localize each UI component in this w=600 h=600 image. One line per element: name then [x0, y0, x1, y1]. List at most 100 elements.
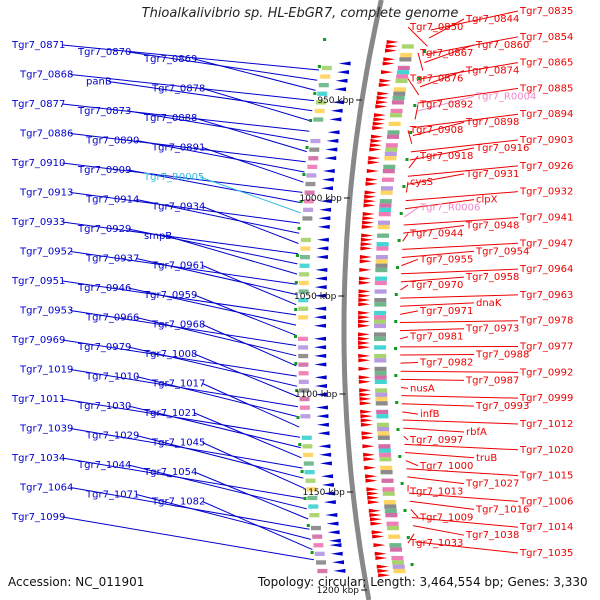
- gc-marker: [396, 428, 400, 431]
- minus-strand-gene: [373, 117, 386, 122]
- gene-label-left: Tgr7_1010: [85, 372, 139, 383]
- leader-line: [402, 233, 409, 242]
- cog-category-block: [377, 427, 390, 432]
- gc-marker: [399, 212, 403, 215]
- leader-line: [62, 44, 320, 71]
- gene-label-right: Tgr7_0854: [519, 32, 573, 43]
- plus-strand-gene: [331, 100, 344, 105]
- cog-category-block: [299, 405, 310, 410]
- leader-line: [407, 173, 465, 185]
- leader-line: [62, 339, 297, 377]
- cog-category-block: [382, 487, 395, 492]
- plus-strand-gene: [326, 521, 339, 526]
- cog-category-block: [316, 560, 326, 565]
- cog-category-block: [376, 422, 389, 427]
- minus-strand-gene: [379, 78, 392, 83]
- cog-category-block: [298, 353, 309, 359]
- leader-line: [401, 250, 475, 258]
- leader-line: [407, 533, 415, 544]
- cog-category-block: [390, 113, 402, 118]
- leader-line: [399, 336, 409, 340]
- minus-strand-gene: [358, 366, 371, 371]
- leader-line: [202, 265, 297, 306]
- minus-strand-gene: [386, 40, 399, 44]
- minus-strand-gene: [367, 500, 380, 505]
- minus-strand-gene: [370, 134, 383, 139]
- leader-line: [405, 452, 475, 459]
- gene-labels: Tgr7_0871 Tgr7_0870 Tgr7_0869 Tgr7_0868 panB…: [11, 6, 573, 559]
- gene-label-right: Tgr7_1027: [465, 479, 519, 490]
- minus-strand-gene: [373, 113, 386, 118]
- plus-strand-gene: [314, 362, 327, 367]
- gene-label-left: Tgr7_1034: [11, 453, 65, 464]
- cog-category-block: [299, 388, 310, 393]
- gene-label-right: Tgr7_1009: [419, 512, 473, 523]
- gc-marker: [396, 266, 399, 269]
- gc-marker: [306, 524, 310, 527]
- leader-line: [400, 276, 465, 283]
- gene-label-right: Tgr7_1020: [519, 445, 573, 456]
- cog-category-block: [303, 199, 314, 204]
- plus-strand-gene: [325, 513, 338, 517]
- leader-line: [62, 103, 310, 132]
- gc-marker: [394, 320, 398, 323]
- cog-category-block: [308, 504, 319, 509]
- cog-category-block: [374, 302, 387, 307]
- gene-label-right: clpX: [476, 195, 498, 206]
- leader-line: [136, 435, 304, 479]
- cog-category-block: [314, 108, 325, 114]
- gene-label-right: Tgr7_1006: [519, 496, 573, 507]
- minus-strand-gene: [358, 379, 371, 384]
- minus-strand-gene: [358, 276, 371, 281]
- minus-strand-gene: [372, 534, 385, 539]
- cog-category-block: [401, 44, 414, 49]
- plus-strand-gene: [327, 530, 340, 535]
- plus-strand-gene: [318, 216, 331, 221]
- cog-category-block: [399, 57, 412, 62]
- plus-strand-gene: [314, 345, 327, 350]
- gene-label-left: Tgr7_1030: [77, 401, 131, 412]
- cog-category-block: [376, 246, 389, 251]
- gc-marker: [403, 509, 407, 512]
- cog-category-block: [383, 500, 396, 505]
- gene-label-right: Tgr7_0844: [465, 14, 519, 25]
- gc-marker: [409, 131, 413, 134]
- cog-category-block: [305, 478, 316, 483]
- gene-label-right: Tgr7_0876: [409, 74, 463, 85]
- leader-line: [194, 353, 298, 397]
- minus-strand-gene: [376, 95, 389, 100]
- leader-line: [136, 140, 305, 173]
- minus-strand-gene: [368, 156, 381, 161]
- cog-category-block: [300, 237, 311, 243]
- leader-line: [202, 324, 297, 367]
- cog-category-block: [379, 207, 392, 212]
- gc-marker: [298, 443, 302, 446]
- leader-line: [62, 221, 299, 255]
- leader-line: [402, 411, 419, 415]
- cog-category-block: [374, 375, 387, 380]
- leader-line: [70, 251, 297, 285]
- gc-marker: [294, 362, 298, 365]
- minus-strand-gene: [372, 126, 385, 130]
- leader-line: [199, 176, 301, 214]
- minus-strand-gene: [374, 551, 387, 556]
- gene-label-right: Tgr7_1016: [475, 504, 529, 515]
- cog-category-block: [309, 147, 320, 152]
- gene-label-right: Tgr7_R0004: [475, 91, 536, 102]
- gene-label-left: Tgr7_1039: [19, 424, 73, 435]
- gene-label-right: Tgr7_1033: [409, 538, 463, 549]
- cog-category-block: [388, 121, 401, 126]
- cog-category-block: [397, 70, 409, 75]
- gene-label-right: Tgr7_1012: [519, 419, 573, 430]
- gc-marker: [413, 104, 417, 107]
- leader-line: [128, 346, 298, 387]
- plus-strand-gene: [314, 276, 327, 281]
- minus-strand-gene: [378, 573, 391, 578]
- cog-category-block: [392, 564, 405, 569]
- plus-strand-gene: [322, 491, 335, 496]
- leader-line: [194, 58, 316, 91]
- plus-strand-gene: [333, 568, 346, 573]
- cog-category-block: [391, 556, 404, 561]
- minus-strand-gene: [360, 414, 373, 419]
- leader-line: [202, 147, 304, 183]
